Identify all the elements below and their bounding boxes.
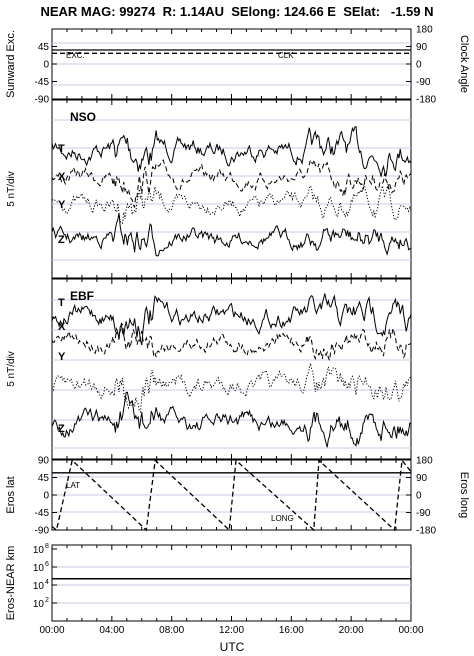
nso-panel: NSO T X Y Z 5 nT/div <box>6 99 412 279</box>
clk-series-label: CLK <box>278 51 294 60</box>
nso-gridlines <box>52 119 411 261</box>
ebf-z-trace <box>51 391 412 448</box>
nso-label-z: Z <box>58 234 65 246</box>
y-tick-label: 0 <box>416 491 422 502</box>
ebf-y-trace <box>51 363 412 413</box>
y-tick-exponent: 2 <box>45 597 49 604</box>
eros-long-ticks: 180 90 0 -90 -180 <box>406 456 436 537</box>
y-tick-exponent: 4 <box>45 579 49 586</box>
distance-gridlines <box>52 566 411 604</box>
nso-y-trace <box>51 182 412 225</box>
eros-angles-series <box>51 458 412 532</box>
ebf-ylabel: 5 nT/div <box>6 351 17 387</box>
y-tick-label: 90 <box>416 473 428 484</box>
nso-traces <box>51 126 412 257</box>
ebf-panel: EBF T X Y Z 5 nT/div <box>6 278 412 460</box>
nso-ylabel: 5 nT/div <box>6 171 17 207</box>
series-long-line <box>51 458 412 532</box>
y-tick-label: 90 <box>416 42 428 53</box>
ebf-label-y: Y <box>58 351 66 363</box>
y-tick-label: -180 <box>416 95 436 106</box>
eros-near-km-axis-label: Eros-NEAR km <box>5 546 17 621</box>
y-tick-exponent: 6 <box>45 561 49 568</box>
angles-right-ticks: 180 90 0 -90 -180 <box>406 25 436 106</box>
nso-label-t: T <box>58 143 65 155</box>
ebf-traces <box>51 293 412 448</box>
ebf-label-z: Z <box>58 423 65 435</box>
y-tick-label: -180 <box>416 526 436 537</box>
ebf-t-trace <box>51 293 412 346</box>
y-tick-label: -90 <box>35 95 50 106</box>
y-tick-label: 10 <box>33 599 45 610</box>
nso-title: NSO <box>70 110 96 124</box>
ebf-x-trace <box>51 322 412 363</box>
y-tick-exponent: 8 <box>45 543 49 550</box>
x-tick-label: 00:00 <box>39 625 64 636</box>
eros-lat-ticks: 90 45 0 -45 -90 <box>35 456 57 537</box>
nso-z-trace <box>51 212 412 257</box>
y-tick-label: -45 <box>35 77 50 88</box>
nso-x-trace <box>51 157 412 208</box>
y-tick-label: 10 <box>33 581 45 592</box>
nso-label-y: Y <box>58 199 66 211</box>
y-tick-label: 10 <box>33 545 45 556</box>
angles-series <box>52 49 411 54</box>
x-tick-label: 04:00 <box>99 625 124 636</box>
long-series-label: LONG <box>271 514 294 523</box>
angles-left-ticks: 45 0 -45 -90 <box>35 42 57 106</box>
clock-angle-axis-label: Clock Angle <box>458 35 470 93</box>
distance-panel-frame <box>51 544 412 622</box>
y-tick-label: -90 <box>35 526 50 537</box>
ebf-title: EBF <box>70 289 94 303</box>
y-tick-label: 0 <box>43 60 49 71</box>
y-tick-label: 180 <box>416 456 433 467</box>
x-tick-label: 20:00 <box>339 625 364 636</box>
y-tick-label: -90 <box>416 508 431 519</box>
y-tick-label: -90 <box>416 77 431 88</box>
nso-label-x: X <box>58 171 66 183</box>
ebf-gridlines <box>52 299 411 449</box>
ebf-label-t: T <box>58 297 65 309</box>
nso-t-trace <box>51 126 412 177</box>
eros-lat-axis-label: Eros lat <box>5 476 17 513</box>
y-tick-label: 45 <box>38 42 50 53</box>
nso-panel-frame <box>51 99 412 279</box>
utc-axis-ticks: 00:00 04:00 08:00 12:00 16:00 20:00 00:00 <box>39 29 424 636</box>
x-tick-label: 00:00 <box>398 625 423 636</box>
utc-axis-label: UTC <box>220 640 245 654</box>
y-tick-label: -45 <box>35 508 50 519</box>
y-tick-label: 180 <box>416 25 433 36</box>
angles-panel: 45 0 -45 -90 180 90 0 -90 -180 EXC. CLK Sunward… <box>5 25 470 106</box>
eros-long-axis-label: Eros long <box>458 472 470 518</box>
x-tick-label: 08:00 <box>159 625 184 636</box>
eros-angles-panel: 90 45 0 -45 -90 180 90 0 -90 -180 LAT LONG Eros … <box>5 456 470 537</box>
ebf-label-x: X <box>58 321 66 333</box>
x-tick-label: 12:00 <box>219 625 244 636</box>
y-tick-label: 10 <box>33 563 45 574</box>
sunward-exc-axis-label: Sunward Exc. <box>5 30 17 98</box>
x-tick-label: 16:00 <box>279 625 304 636</box>
exc-series-label: EXC. <box>66 51 85 60</box>
y-tick-label: 0 <box>43 491 49 502</box>
figure-title: NEAR MAG: 99274 R: 1.14AU SElong: 124.66… <box>40 4 433 19</box>
lat-series-label: LAT <box>66 481 80 490</box>
angles-gridlines <box>52 42 411 86</box>
eros-angles-gridlines <box>52 476 411 513</box>
y-tick-label: 45 <box>38 473 50 484</box>
y-tick-label: 0 <box>416 60 422 71</box>
y-tick-label: 90 <box>38 456 50 467</box>
